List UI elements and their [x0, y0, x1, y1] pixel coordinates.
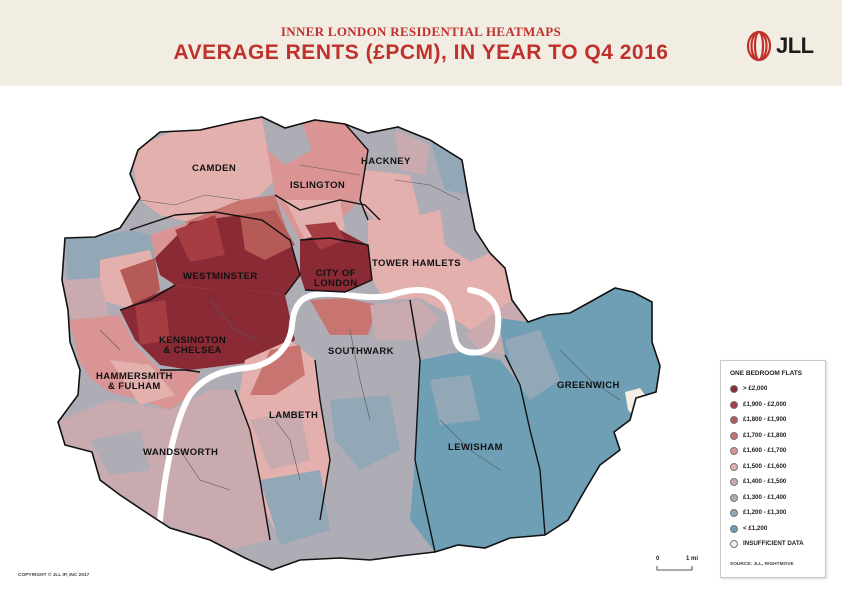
- label-westminster: WESTMINSTER: [183, 271, 258, 282]
- label-lewisham: LEWISHAM: [448, 442, 503, 453]
- copyright-note: COPYRIGHT © JLL IP, INC 2017: [18, 573, 90, 578]
- legend-label: £1,800 - £1,900: [743, 416, 787, 423]
- river-thames: [157, 287, 502, 523]
- hammersmith-area: [68, 315, 200, 410]
- borough-borders: [119, 123, 546, 553]
- city-area: [300, 222, 372, 292]
- label-kensington-chelsea: KENSINGTON & CHELSEA: [159, 335, 227, 356]
- legend-swatch: [730, 462, 738, 471]
- southwark-area: [300, 298, 440, 520]
- scale-bar-line: [656, 566, 693, 571]
- label-hammersmith-fulham: HAMMERSMITH & FULHAM: [96, 371, 173, 392]
- legend-swatch: [730, 447, 738, 455]
- legend-label: £1,600 - £1,700: [743, 447, 787, 454]
- legend-swatch: [730, 493, 738, 502]
- label-camden: CAMDEN: [192, 163, 237, 174]
- legend-label: £1,400 - £1,500: [743, 478, 787, 485]
- scale-bar: 0 1 mi: [652, 556, 698, 576]
- jll-logo-text: JLL: [776, 33, 814, 58]
- source-note: SOURCE: JLL, RIGHTMOVE: [730, 562, 794, 567]
- district-lines: [99, 164, 621, 491]
- westminster-area: [120, 210, 300, 310]
- label-city-of-london: CITY OF LONDON: [314, 268, 358, 289]
- legend-label: £1,500 - £1,600: [743, 462, 787, 470]
- hackney-area: [345, 124, 468, 225]
- legend-swatch: [730, 478, 738, 486]
- kensington-area: [120, 285, 295, 370]
- legend-label: £1,200 - £1,300: [743, 509, 787, 516]
- legend-label: £1,300 - £1,400: [743, 493, 787, 501]
- label-hackney: HACKNEY: [361, 156, 411, 167]
- label-greenwich: GREENWICH: [557, 380, 620, 391]
- scale-start-label: 0: [656, 556, 660, 562]
- scale-end-label: 1 mi: [686, 556, 699, 562]
- map-supertitle: INNER LONDON RESIDENTIAL HEATMAPS: [280, 24, 562, 39]
- london-rent-map: [57, 116, 661, 571]
- legend-title: ONE BEDROOM FLATS: [730, 370, 803, 377]
- islington-area: [262, 117, 368, 240]
- header-banner: INNER LONDON RESIDENTIAL HEATMAPS AVERAG…: [0, 0, 842, 86]
- jll-logo-icon: [746, 30, 772, 62]
- label-islington: ISLINGTON: [290, 180, 346, 191]
- legend-swatch: [730, 540, 738, 548]
- legend-swatch: [730, 385, 738, 393]
- map-title: AVERAGE RENTS (£PCM), IN YEAR TO Q4 2016: [173, 41, 669, 64]
- label-lambeth: LAMBETH: [269, 410, 319, 421]
- legend-label: < £1,200: [743, 524, 768, 532]
- legend-swatch: [730, 431, 738, 440]
- legend-label: £1,900 - £2,000: [743, 400, 787, 408]
- legend-swatch: [730, 400, 738, 409]
- legend-swatch: [730, 524, 738, 533]
- legend-label: £1,700 - £1,800: [743, 431, 787, 439]
- legend-label: INSUFFICIENT DATA: [743, 540, 804, 547]
- legend-swatch: [730, 509, 738, 517]
- map-legend: ONE BEDROOM FLATS > £2,000 £1,900 - £2,00…: [720, 360, 826, 578]
- label-tower-hamlets: TOWER HAMLETS: [372, 258, 461, 269]
- label-southwark: SOUTHWARK: [328, 346, 394, 357]
- legend-swatch: [730, 416, 738, 424]
- label-wandsworth: WANDSWORTH: [143, 447, 219, 458]
- lewisham-area: [410, 352, 545, 552]
- legend-label: > £2,000: [743, 385, 768, 392]
